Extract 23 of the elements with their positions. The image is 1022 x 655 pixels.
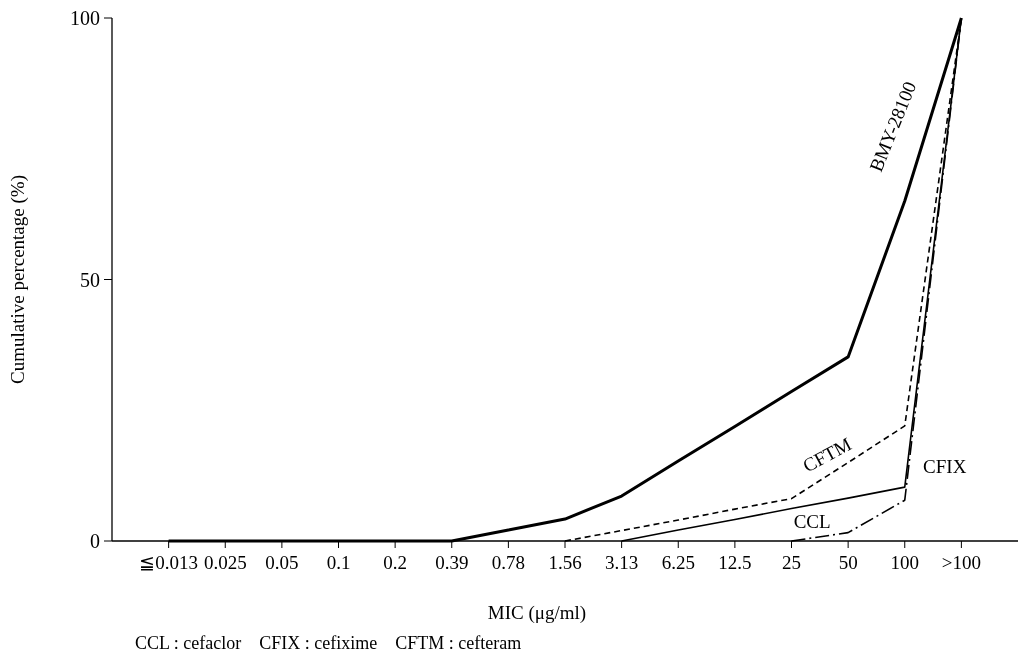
x-tick-label: 12.5 bbox=[718, 552, 752, 573]
x-tick-label: 3.13 bbox=[605, 552, 639, 573]
y-tick-label: 100 bbox=[70, 7, 100, 29]
x-tick-label: 0.78 bbox=[491, 552, 525, 573]
x-axis-title: MIC (μg/ml) bbox=[487, 602, 587, 624]
x-tick-label: ≦0.013 bbox=[139, 552, 198, 573]
series-label: CCL bbox=[793, 511, 831, 533]
x-tick-label: 0.025 bbox=[203, 552, 247, 573]
y-axis-title: Cumulative percentage (%) bbox=[7, 175, 29, 384]
x-tick-label: 0.05 bbox=[265, 552, 299, 573]
x-tick-label: 50 bbox=[838, 552, 858, 573]
x-tick-label: 25 bbox=[782, 552, 801, 573]
x-tick-label: 0.2 bbox=[383, 552, 407, 573]
x-tick-label: 100 bbox=[890, 552, 919, 573]
series-label: CFIX bbox=[923, 456, 967, 478]
x-tick-label: 1.56 bbox=[548, 552, 582, 573]
x-tick-label: >100 bbox=[941, 552, 981, 573]
text: CCL : cefaclor CFIX : cefixime CFTM : cefteram bbox=[135, 633, 522, 653]
y-tick-label: 50 bbox=[80, 268, 100, 291]
y-tick-label: 0 bbox=[90, 530, 100, 552]
x-tick-label: 0.1 bbox=[326, 552, 351, 573]
x-tick-label: 0.39 bbox=[435, 552, 469, 573]
x-tick-label: 6.25 bbox=[661, 552, 695, 573]
